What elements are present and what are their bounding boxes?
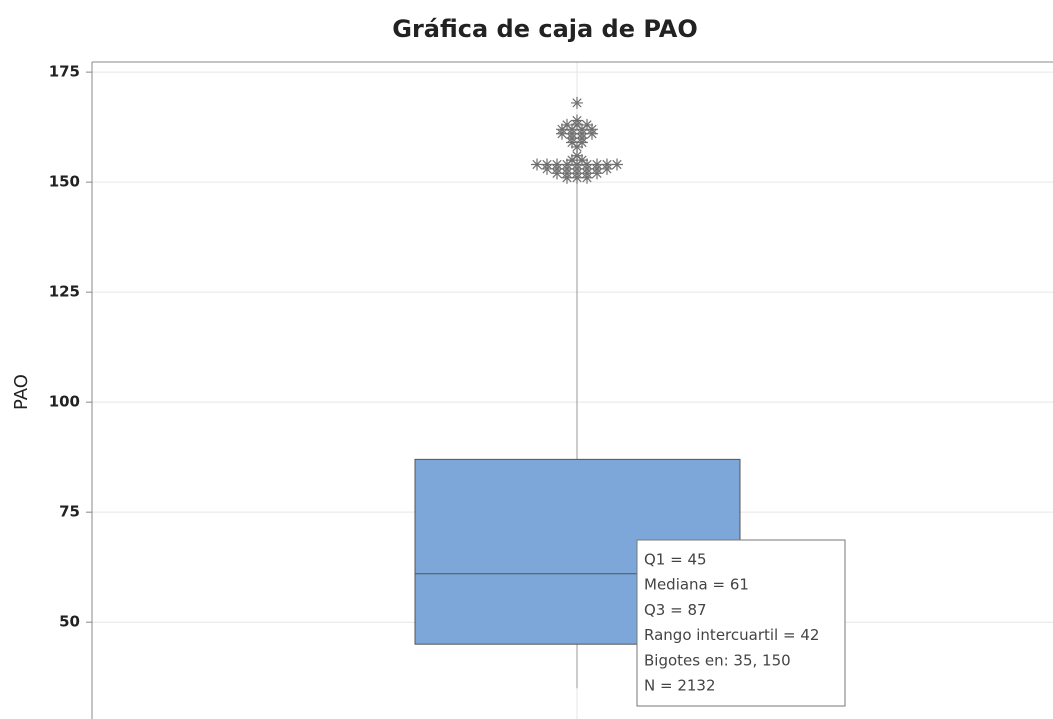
y-tick-label: 125 — [49, 283, 80, 301]
outlier — [566, 154, 578, 167]
y-tick-label: 150 — [49, 173, 80, 191]
chart-title: Gráfica de caja de PAO — [392, 15, 697, 43]
y-tick-label: 175 — [49, 63, 80, 81]
outlier — [571, 158, 583, 171]
outlier — [571, 140, 583, 153]
y-tick-label: 100 — [49, 393, 80, 411]
outlier — [591, 158, 603, 171]
outlier — [571, 114, 583, 127]
outlier — [576, 154, 588, 167]
tooltip-line: N = 2132 — [644, 677, 716, 695]
tooltip-line: Q1 = 45 — [644, 551, 707, 569]
tooltip-box — [636, 539, 846, 707]
outlier — [566, 123, 578, 136]
outlier — [581, 158, 593, 171]
outlier — [586, 123, 598, 136]
outlier — [611, 158, 623, 171]
y-axis-label: PAO — [11, 374, 32, 410]
y-tick-label: 75 — [59, 503, 80, 521]
outlier — [556, 123, 568, 136]
outlier — [561, 118, 573, 131]
outlier — [571, 149, 583, 162]
outlier — [576, 123, 588, 136]
outlier — [531, 158, 543, 171]
outlier — [551, 158, 563, 171]
outlier — [581, 118, 593, 131]
outlier — [571, 96, 583, 109]
outlier — [601, 158, 613, 171]
tooltip-line: Bigotes en: 35, 150 — [644, 651, 791, 669]
tooltip-line: Mediana = 61 — [644, 576, 749, 594]
tooltip-line: Rango intercuartil = 42 — [644, 626, 819, 644]
y-tick-label: 50 — [59, 613, 80, 631]
tooltip-line: Q3 = 87 — [644, 601, 707, 619]
outlier — [541, 158, 553, 171]
outlier — [561, 158, 573, 171]
